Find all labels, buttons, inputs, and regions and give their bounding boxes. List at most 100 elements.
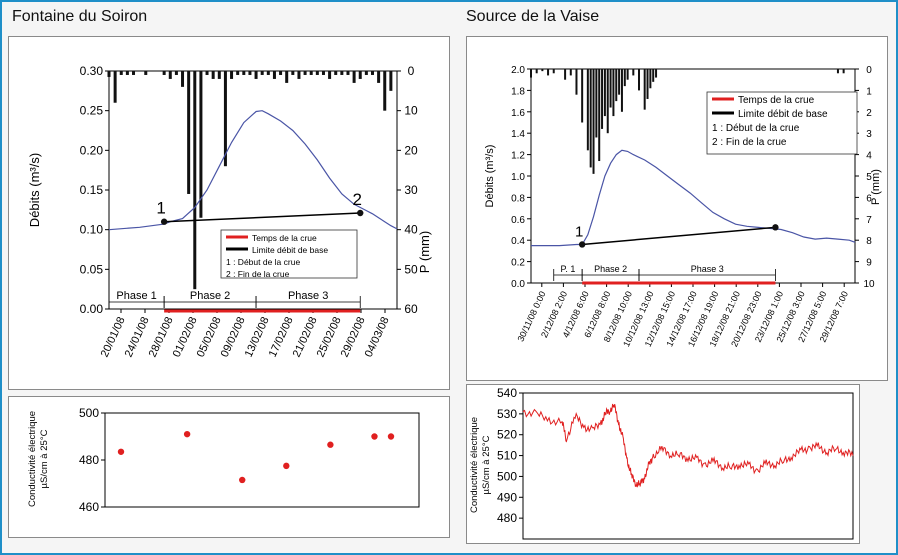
precipitation-bar — [620, 69, 623, 112]
precipitation-bar — [632, 69, 635, 76]
precipitation-bar — [162, 71, 166, 75]
precipitation-bar — [598, 69, 601, 162]
precipitation-bar — [389, 71, 393, 91]
conductivity-point — [371, 433, 378, 440]
soiron-conductivity-chart: 460 480 500 Conductivité électrique µS/cm à … — [27, 406, 420, 514]
precipitation-bar — [581, 69, 584, 123]
y-axis-label: Conductivité électrique — [469, 417, 480, 513]
precipitation-bar — [279, 71, 283, 75]
y2-tick-label: 0 — [408, 64, 415, 78]
y-tick-label: 0.4 — [511, 236, 525, 247]
legend-item: Limite débit de base — [738, 109, 828, 120]
precipitation-bar — [217, 71, 221, 79]
vaise-hydrograph-chart: 0.0 0.2 0.4 0.6 0.8 1.0 1.2 1.4 1.6 1.8 2.0 0 1 2 3 4 5 6… — [484, 65, 882, 348]
y2-tick-label: 10 — [863, 279, 875, 290]
y-tick-label: 480 — [497, 511, 517, 525]
soiron-conductivity-box: 460 480 500 Conductivité électrique µS/cm à … — [8, 396, 450, 538]
conductivity-point — [239, 476, 246, 484]
precipitation-bar — [211, 71, 215, 79]
y-tick-label: 0.2 — [511, 258, 525, 269]
precipitation-bar — [652, 69, 655, 82]
conductivity-point — [183, 430, 191, 438]
vaise-conductivity-box: 480 490 500 510 520 530 540 Conductivité électr… — [466, 384, 860, 544]
precipitation-bar — [592, 69, 595, 174]
flood-point-label: 1 — [575, 223, 583, 240]
y-tick-label: 0.00 — [80, 302, 104, 316]
precipitation-bar — [615, 69, 618, 102]
conductivity-point — [327, 441, 334, 448]
precipitation-bar — [649, 69, 652, 89]
precipitation-bar — [223, 71, 227, 167]
soiron-hydrograph-box: 0.00 0.05 0.10 0.15 0.20 0.25 0.30 0 10 20 30 40 50 6… — [8, 36, 450, 390]
y2-tick-label: 40 — [404, 223, 418, 237]
legend-item: 2 : Fin de la crue — [712, 137, 787, 148]
vaise-conductivity-chart: 480 490 500 510 520 530 540 Conductivité électr… — [469, 386, 854, 540]
precipitation-bar — [618, 69, 621, 95]
precipitation-bar — [606, 69, 609, 134]
y-axis-label-unit: µS/cm à 25°C — [39, 429, 50, 488]
x-tick-label: 04/03/08 — [363, 315, 392, 359]
y-tick-label: 1.2 — [511, 151, 525, 162]
y-tick-label: 460 — [79, 500, 99, 514]
y2-tick-label: 30 — [404, 183, 418, 197]
plot-frame — [104, 412, 420, 508]
precipitation-bar — [260, 71, 264, 75]
precipitation-bar — [168, 71, 172, 79]
y2-axis-label: P (mm) — [870, 169, 882, 205]
precipitation-bar — [364, 71, 368, 75]
y-tick-label: 0.25 — [80, 104, 104, 118]
phase-label: Phase 3 — [691, 264, 724, 274]
y2-tick-label: 60 — [404, 302, 418, 316]
vaise-hydrograph-box: 0.0 0.2 0.4 0.6 0.8 1.0 1.2 1.4 1.6 1.8 2.0 0 1 2 3 4 5 6… — [466, 36, 888, 381]
precipitation-bar — [575, 69, 578, 95]
precipitation-bar — [552, 69, 555, 74]
precipitation-bar — [291, 71, 295, 75]
precipitation-bar — [297, 71, 301, 79]
conductivity-series-line — [522, 403, 854, 488]
precipitation-bar — [193, 71, 197, 290]
y-tick-label: 0.8 — [511, 193, 525, 204]
y-tick-label: 2.0 — [511, 65, 525, 76]
legend-item: Temps de la crue — [738, 95, 815, 106]
y-tick-label: 500 — [497, 469, 517, 483]
precipitation-bar — [346, 71, 350, 75]
precipitation-bar — [315, 71, 319, 75]
y-axis-label: Débits (m³/s) — [484, 145, 496, 208]
precipitation-bar — [119, 71, 123, 75]
flood-point-marker — [160, 218, 168, 225]
y-tick-label: 1.8 — [511, 86, 525, 97]
legend-item: Temps de la crue — [252, 233, 317, 243]
precipitation-bar — [230, 71, 234, 79]
y2-tick-label: 3 — [866, 129, 872, 140]
precipitation-bar — [623, 69, 626, 87]
precipitation-bar — [547, 69, 550, 76]
phase-label: Phase 1 — [116, 290, 156, 302]
phase-label: Phase 3 — [288, 290, 328, 302]
y2-tick-label: 0 — [866, 65, 872, 76]
y-axis-label-unit: µS/cm à 25°C — [481, 435, 492, 494]
flood-point-label: 2 — [352, 190, 361, 209]
flood-point-marker — [578, 241, 586, 248]
plot-frame — [522, 392, 854, 540]
precipitation-bar — [107, 71, 111, 77]
y-tick-label: 0.15 — [80, 183, 104, 197]
flood-point-marker — [357, 209, 364, 217]
y-tick-label: 1.4 — [511, 129, 525, 140]
soiron-hydrograph-chart: 0.00 0.05 0.10 0.15 0.20 0.25 0.30 0 10 20 30 40 50 6… — [27, 64, 432, 359]
precipitation-bar — [638, 69, 640, 91]
precipitation-bar — [187, 71, 191, 194]
baseflow-line — [164, 212, 361, 223]
precipitation-bar — [254, 71, 258, 79]
y-tick-label: 1.6 — [511, 108, 525, 119]
y2-tick-label: 7 — [866, 215, 872, 226]
precipitation-bar — [242, 71, 246, 75]
precipitation-bar — [626, 69, 629, 80]
y-tick-label: 490 — [497, 490, 517, 504]
precipitation-bar — [377, 71, 381, 83]
precipitation-bar — [236, 71, 240, 75]
y-tick-label: 480 — [79, 453, 99, 467]
precipitation-bar — [836, 69, 839, 74]
precipitation-bar — [586, 69, 589, 151]
baseflow-line — [582, 226, 776, 246]
precipitation-bar — [321, 71, 325, 75]
